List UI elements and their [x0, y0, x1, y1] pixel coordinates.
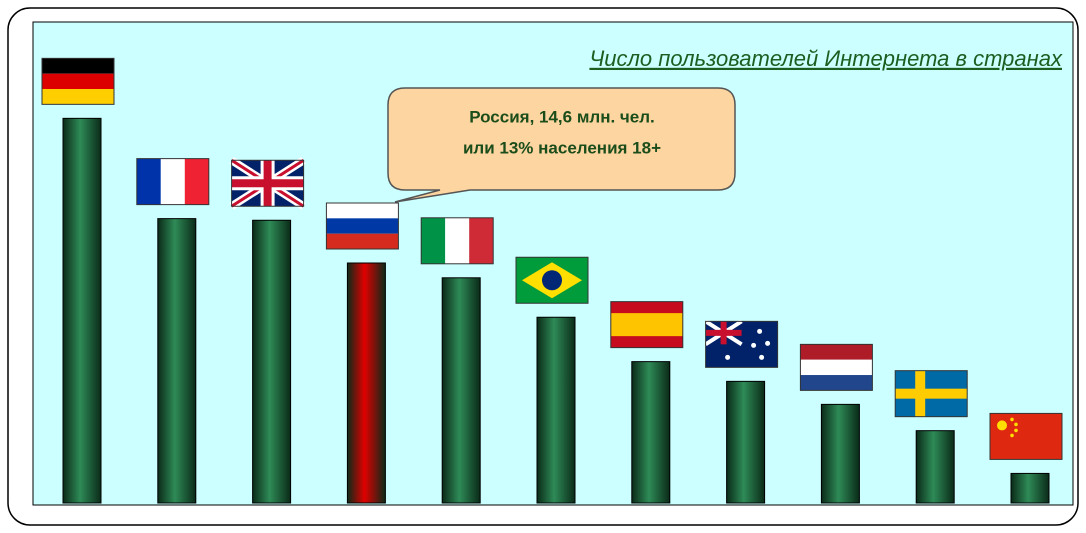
- flag-part: [765, 340, 771, 346]
- callout: Россия, 14,6 млн. чел. или 13% населения…: [387, 87, 736, 203]
- bar: [536, 316, 576, 504]
- flag: [610, 301, 684, 349]
- flag: [989, 412, 1063, 460]
- flag-part: [1014, 428, 1018, 433]
- flag-part: [725, 354, 731, 360]
- flag-border: [799, 343, 873, 391]
- flag-part: [326, 233, 399, 249]
- flag-border: [136, 158, 210, 206]
- flag-part: [800, 344, 873, 360]
- flag-part: [445, 217, 470, 264]
- bar: [441, 277, 481, 504]
- flag-border: [420, 217, 494, 265]
- flag-part: [184, 158, 209, 205]
- flag-part: [326, 218, 399, 234]
- flag-part: [759, 354, 765, 360]
- flag-part: [1010, 433, 1014, 438]
- flag-part: [326, 203, 399, 219]
- flag: [41, 57, 115, 105]
- flag: [704, 319, 779, 368]
- bar: [726, 380, 766, 504]
- flag-part: [997, 420, 1007, 431]
- flag-border: [325, 202, 399, 250]
- flag-border: [705, 320, 779, 368]
- bar: [631, 361, 671, 504]
- flag-part: [542, 270, 562, 291]
- bar: [820, 403, 860, 504]
- flag-part: [757, 328, 763, 334]
- chart-title: Число пользователей Интернета в странах: [589, 46, 1063, 71]
- flag-border: [231, 159, 305, 207]
- flag-border: [894, 370, 968, 418]
- flag-part: [421, 217, 446, 264]
- flag: [420, 217, 494, 265]
- bar: [1010, 472, 1050, 504]
- bar: [62, 117, 102, 504]
- flag-part: [136, 158, 161, 205]
- flag-part: [1014, 422, 1018, 427]
- flag-border: [989, 412, 1063, 460]
- flag-part: [42, 73, 114, 90]
- flag-part: [469, 217, 494, 264]
- callout-bubble: [387, 87, 736, 203]
- flag-part: [915, 370, 926, 417]
- flag-border: [515, 256, 589, 304]
- flag-part: [720, 321, 727, 345]
- bar: [915, 430, 955, 504]
- bar: [157, 218, 197, 504]
- flag: [894, 370, 968, 418]
- bar: [346, 262, 386, 504]
- flag-part: [990, 413, 1062, 460]
- annotation-line: Россия, 14,6 млн. чел.: [469, 107, 655, 126]
- flag-part: [42, 89, 114, 105]
- flag-border: [610, 301, 684, 349]
- flag: [515, 256, 589, 304]
- flag-part: [42, 58, 114, 74]
- flag: [799, 343, 873, 391]
- flag-part: [610, 313, 683, 337]
- flag-part: [800, 375, 873, 391]
- flag-part: [1010, 417, 1014, 422]
- flag-part: [160, 158, 185, 205]
- annotation-line: или 13% населения 18+: [463, 138, 661, 157]
- flag: [325, 202, 399, 250]
- flag-part: [751, 342, 757, 348]
- flag-part: [895, 388, 968, 399]
- flag-part: [800, 359, 873, 376]
- flag-part: [263, 160, 272, 207]
- flag: [136, 158, 210, 206]
- bar: [252, 219, 292, 504]
- flag-border: [41, 57, 115, 105]
- flag: [229, 156, 306, 210]
